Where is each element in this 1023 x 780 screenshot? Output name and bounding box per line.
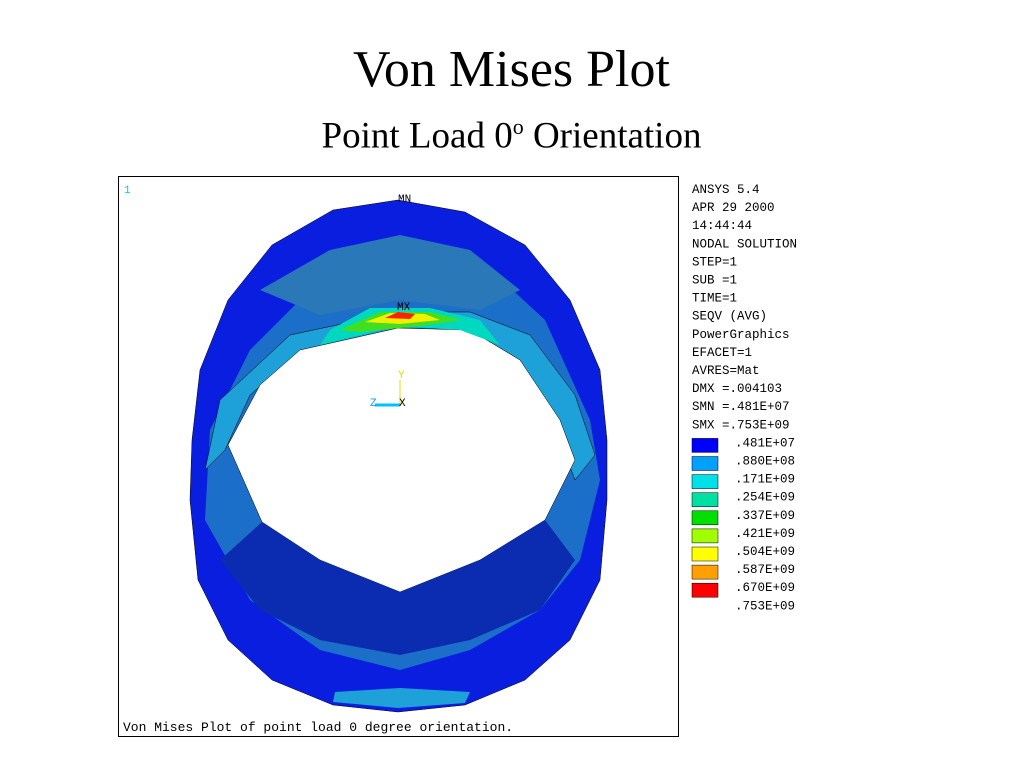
info-line: PowerGraphics [692, 328, 790, 342]
band-shade [220, 520, 575, 655]
legend-label: .254E+09 [735, 491, 795, 505]
info-line: APR 29 2000 [692, 201, 775, 215]
legend-label: .880E+08 [735, 455, 795, 469]
subtitle-text: Point Load 0 [321, 115, 513, 157]
hotspot-red [385, 312, 415, 319]
window-number: 1 [124, 185, 131, 197]
info-line: TIME=1 [692, 292, 737, 306]
axis-x-label: X [399, 398, 406, 410]
min-marker: MN [398, 194, 411, 206]
legend-label: .337E+09 [735, 509, 795, 523]
info-line: NODAL SOLUTION [692, 237, 797, 251]
legend-label: .481E+07 [735, 436, 795, 450]
subtitle-end: Orientation [532, 115, 702, 157]
legend-swatch [691, 456, 719, 471]
legend-swatch [691, 510, 719, 526]
title: Von Mises Plot [353, 41, 670, 98]
legend-label: .587E+09 [735, 563, 795, 577]
axis-z-label: Z [370, 398, 377, 410]
legend-label: .753E+09 [735, 599, 795, 613]
info-line: ANSYS 5.4 [692, 183, 760, 197]
info-line: DMX =.004103 [692, 382, 782, 396]
degree-symbol: o [512, 114, 524, 139]
info-panel: ANSYS 5.4 APR 29 2000 14:44:44 NODAL SOLUTI… [691, 183, 797, 613]
legend-label: .171E+09 [735, 473, 795, 487]
legend-swatch [691, 474, 719, 489]
info-line: EFACET=1 [692, 346, 752, 360]
info-line: SMX =.753E+09 [692, 418, 790, 432]
shade-top [260, 235, 520, 315]
bottom-cyan [333, 688, 470, 708]
max-marker: MX [397, 302, 411, 314]
info-line: SUB =1 [692, 274, 737, 288]
legend-swatch [691, 438, 719, 453]
info-line: STEP=1 [692, 255, 737, 269]
subtitle: Point Load 0o Orientation [0, 114, 1023, 157]
legend-swatch [691, 582, 719, 598]
legend-swatch [691, 546, 719, 562]
caption: Von Mises Plot of point load 0 degree or… [123, 720, 513, 735]
axis-y-label: Y [398, 370, 405, 382]
info-line: AVRES=Mat [692, 364, 760, 378]
legend-label: .421E+09 [735, 527, 795, 541]
legend-label: .670E+09 [735, 581, 795, 595]
info-line: 14:44:44 [692, 219, 752, 233]
legend-swatch [691, 528, 719, 544]
info-line: SMN =.481E+07 [692, 400, 790, 414]
legend-swatch [691, 564, 719, 580]
info-line: SEQV (AVG) [692, 310, 767, 324]
legend-label: .504E+09 [735, 545, 795, 559]
legend-swatch [691, 492, 719, 507]
